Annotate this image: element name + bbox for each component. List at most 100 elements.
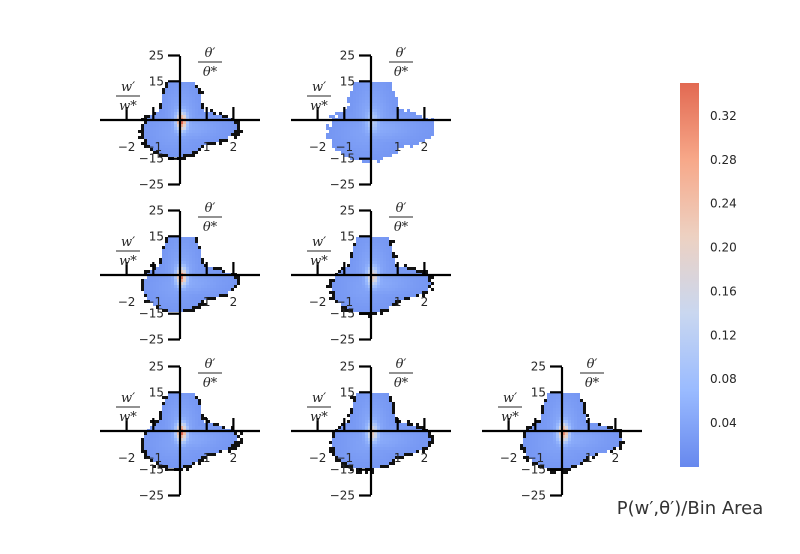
heatmap-cell bbox=[365, 246, 368, 249]
heatmap-cell bbox=[210, 441, 213, 444]
heatmap-cell bbox=[395, 103, 398, 106]
heatmap-cell bbox=[204, 288, 207, 291]
heatmap-cell bbox=[574, 423, 577, 426]
heatmap-cell bbox=[159, 438, 162, 441]
heatmap-cell bbox=[607, 444, 610, 447]
heatmap-cell bbox=[389, 255, 392, 258]
heatmap-cell bbox=[359, 264, 362, 267]
heatmap-cell bbox=[159, 417, 162, 420]
y-tick-label: 15 bbox=[340, 74, 355, 88]
heatmap-cell bbox=[359, 291, 362, 294]
heatmap-cell bbox=[380, 402, 383, 405]
heatmap-cell bbox=[195, 300, 198, 303]
heatmap-cell bbox=[374, 240, 377, 243]
heatmap-cell bbox=[365, 115, 368, 118]
heatmap-cell bbox=[550, 414, 553, 417]
heatmap-cell bbox=[228, 127, 231, 130]
heatmap-cell bbox=[153, 121, 156, 124]
heatmap-cell bbox=[350, 133, 353, 136]
heatmap-cell bbox=[374, 264, 377, 267]
heatmap-cell bbox=[180, 243, 183, 246]
heatmap-cell bbox=[192, 264, 195, 267]
heatmap-cell bbox=[368, 249, 371, 252]
heatmap-cell bbox=[350, 462, 353, 465]
heatmap-cell bbox=[183, 243, 186, 246]
heatmap-cell bbox=[347, 145, 350, 148]
heatmap-cell bbox=[374, 139, 377, 142]
heatmap-cell bbox=[356, 243, 359, 246]
heatmap-cell bbox=[395, 106, 398, 109]
heatmap-cell bbox=[365, 459, 368, 462]
heatmap-cell bbox=[368, 402, 371, 405]
heatmap-cell bbox=[413, 115, 416, 118]
heatmap-cell bbox=[341, 441, 344, 444]
heatmap-cell bbox=[165, 240, 168, 243]
heatmap-cell bbox=[404, 142, 407, 145]
heatmap-cell bbox=[395, 456, 398, 459]
heatmap-cell bbox=[225, 432, 228, 435]
heatmap-cell bbox=[165, 252, 168, 255]
heatmap-cell bbox=[389, 435, 392, 438]
heatmap-cell bbox=[547, 447, 550, 450]
heatmap-cell bbox=[195, 267, 198, 270]
heatmap-cell bbox=[350, 91, 353, 94]
heatmap-cell bbox=[595, 426, 598, 429]
heatmap-cell bbox=[374, 142, 377, 145]
heatmap-cell bbox=[362, 459, 365, 462]
heatmap-cell bbox=[335, 130, 338, 133]
heatmap-cell bbox=[159, 450, 162, 453]
heatmap-cell bbox=[171, 306, 174, 309]
y-axis-label-denominator: θ* bbox=[203, 376, 218, 391]
heatmap-cell bbox=[392, 288, 395, 291]
x-tick-label: −1 bbox=[526, 451, 544, 465]
heatmap-cell bbox=[401, 112, 404, 115]
heatmap-cell bbox=[177, 139, 180, 142]
heatmap-cell bbox=[180, 267, 183, 270]
heatmap-cell bbox=[401, 426, 404, 429]
heatmap-cell bbox=[386, 276, 389, 279]
heatmap-cell bbox=[156, 148, 159, 151]
heatmap-cell bbox=[392, 109, 395, 112]
heatmap-cell bbox=[401, 435, 404, 438]
heatmap-cell bbox=[189, 309, 192, 312]
heatmap-cell bbox=[207, 142, 210, 145]
heatmap-cell bbox=[538, 426, 541, 429]
heatmap-cell bbox=[335, 300, 338, 303]
heatmap-cell bbox=[156, 121, 159, 124]
heatmap-cell bbox=[350, 145, 353, 148]
heatmap-cell bbox=[174, 423, 177, 426]
heatmap-cell bbox=[419, 444, 422, 447]
y-tick-label: −15 bbox=[330, 463, 355, 477]
heatmap-cell bbox=[383, 121, 386, 124]
heatmap-cell bbox=[231, 282, 234, 285]
heatmap-cell bbox=[562, 444, 565, 447]
heatmap-cell bbox=[168, 309, 171, 312]
heatmap-cell bbox=[168, 103, 171, 106]
heatmap-cell bbox=[189, 453, 192, 456]
heatmap-cell bbox=[389, 267, 392, 270]
heatmap-cell bbox=[228, 444, 231, 447]
heatmap-cell bbox=[413, 294, 416, 297]
heatmap-cell bbox=[383, 435, 386, 438]
heatmap-cell bbox=[565, 462, 568, 465]
heatmap-cell bbox=[371, 456, 374, 459]
heatmap-cell bbox=[568, 456, 571, 459]
heatmap-cell bbox=[186, 106, 189, 109]
heatmap-cell bbox=[610, 426, 613, 429]
heatmap-cell bbox=[341, 297, 344, 300]
heatmap-cell bbox=[219, 285, 222, 288]
heatmap-cell bbox=[392, 145, 395, 148]
heatmap-cell bbox=[592, 423, 595, 426]
heatmap-cell bbox=[365, 285, 368, 288]
heatmap-cell bbox=[347, 148, 350, 151]
heatmap-cell bbox=[398, 450, 401, 453]
heatmap-cell bbox=[341, 270, 344, 273]
heatmap-cell bbox=[174, 91, 177, 94]
heatmap-cell bbox=[180, 264, 183, 267]
x-axis-label-numerator: w′ bbox=[121, 235, 135, 250]
heatmap-cell bbox=[377, 106, 380, 109]
heatmap-cell bbox=[374, 270, 377, 273]
heatmap-cell bbox=[574, 399, 577, 402]
heatmap-cell bbox=[338, 288, 341, 291]
heatmap-cell bbox=[156, 127, 159, 130]
